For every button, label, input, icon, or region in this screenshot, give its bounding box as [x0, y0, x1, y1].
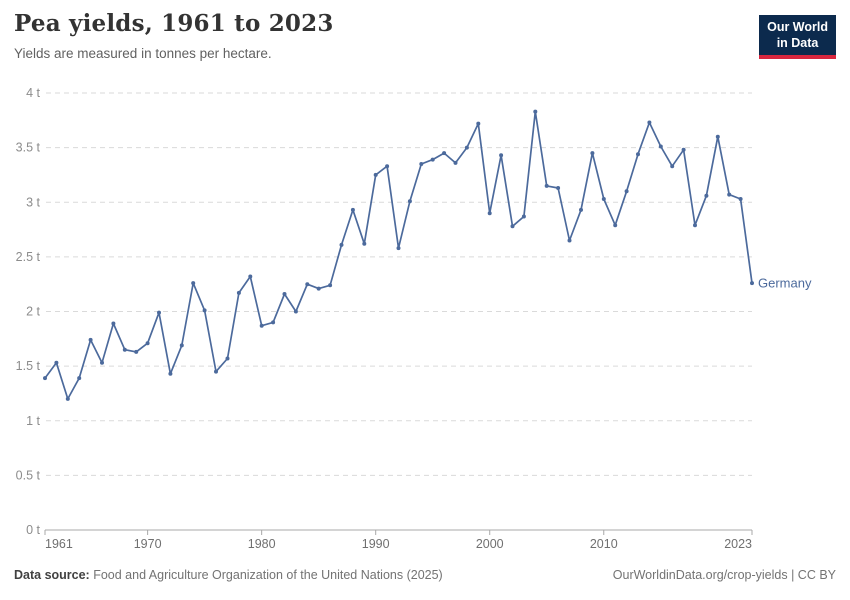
data-point[interactable] [579, 207, 583, 212]
data-point[interactable] [350, 207, 355, 212]
data-point[interactable] [122, 347, 127, 352]
y-axis-tick-label: 2 t [26, 305, 40, 319]
data-point[interactable] [282, 292, 287, 296]
data-point[interactable] [236, 290, 241, 295]
chart-header: Pea yields, 1961 to 2023 Yields are meas… [14, 10, 836, 61]
x-axis-tick-label: 1990 [362, 537, 390, 551]
data-point[interactable] [305, 282, 310, 287]
owid-logo-line1: Our World [767, 20, 828, 34]
data-point[interactable] [328, 283, 333, 288]
data-point[interactable] [750, 281, 754, 286]
data-point[interactable] [510, 224, 515, 229]
data-point[interactable] [396, 246, 401, 251]
data-point[interactable] [214, 369, 218, 374]
data-point[interactable] [54, 360, 59, 365]
data-point[interactable] [111, 321, 116, 326]
data-point[interactable] [271, 320, 276, 325]
data-source-note: Data source: Food and Agriculture Organi… [14, 568, 443, 582]
data-point[interactable] [624, 189, 629, 194]
data-point[interactable] [601, 197, 606, 201]
data-point[interactable] [681, 147, 686, 152]
data-point[interactable] [362, 241, 367, 246]
data-point[interactable] [259, 323, 264, 328]
y-axis-tick-label: 3 t [26, 195, 40, 209]
series-line-germany[interactable] [44, 110, 753, 400]
data-point[interactable] [77, 376, 82, 381]
y-axis-tick-label: 1.5 t [16, 359, 41, 373]
data-point[interactable] [430, 157, 435, 162]
y-axis-tick-label: 0.5 t [16, 468, 41, 482]
data-point[interactable] [464, 145, 469, 150]
series-end-label: Germany [758, 276, 812, 291]
data-point[interactable] [225, 356, 230, 361]
data-point[interactable] [293, 309, 298, 314]
x-axis-tick-label: 2000 [476, 537, 504, 551]
data-point[interactable] [487, 211, 492, 216]
data-point[interactable] [556, 186, 561, 190]
data-point[interactable] [544, 183, 549, 188]
data-point[interactable] [134, 349, 139, 354]
data-point[interactable] [613, 223, 618, 228]
owid-logo-line2: in Data [776, 35, 819, 50]
y-axis-tick-label: 2.5 t [16, 250, 41, 264]
data-point[interactable] [100, 360, 104, 365]
data-point[interactable] [191, 281, 196, 286]
data-point[interactable] [715, 134, 720, 139]
data-point[interactable] [248, 274, 253, 279]
y-axis-tick-label: 0 t [26, 523, 40, 537]
data-point[interactable] [647, 120, 652, 125]
owid-logo[interactable]: Our World in Data [759, 15, 836, 60]
data-point[interactable] [704, 193, 709, 198]
data-point[interactable] [499, 153, 504, 158]
chart-subtitle: Yields are measured in tonnes per hectar… [14, 46, 272, 61]
data-point[interactable] [658, 144, 663, 149]
data-point[interactable] [670, 164, 675, 169]
x-axis-tick-label: 1980 [248, 537, 276, 551]
data-point[interactable] [316, 286, 321, 291]
data-point[interactable] [339, 242, 344, 247]
data-source-text: Food and Agriculture Organization of the… [89, 568, 443, 582]
data-point[interactable] [521, 214, 526, 219]
data-point[interactable] [202, 308, 207, 313]
data-point[interactable] [590, 151, 595, 156]
owid-url-license[interactable]: OurWorldinData.org/crop-yields | CC BY [612, 568, 836, 582]
data-point[interactable] [145, 341, 150, 346]
data-point[interactable] [65, 396, 70, 401]
page-title: Pea yields, 1961 to 2023 [14, 10, 334, 37]
data-point[interactable] [179, 343, 184, 348]
data-point[interactable] [727, 192, 732, 197]
data-point[interactable] [157, 310, 161, 315]
data-point[interactable] [453, 160, 458, 165]
data-point[interactable] [43, 376, 47, 381]
data-point[interactable] [567, 238, 572, 243]
data-point[interactable] [738, 197, 743, 201]
y-axis-tick-label: 3.5 t [16, 141, 41, 155]
chart-footer: Data source: Food and Agriculture Organi… [14, 568, 836, 582]
data-point[interactable] [693, 223, 697, 228]
data-point[interactable] [88, 337, 93, 342]
data-point[interactable] [533, 109, 538, 114]
data-point[interactable] [636, 152, 640, 157]
x-axis-tick-label: 2010 [590, 537, 618, 551]
data-point[interactable] [385, 164, 390, 169]
data-point[interactable] [407, 199, 412, 204]
data-point[interactable] [442, 151, 447, 156]
data-point[interactable] [419, 162, 424, 166]
x-axis-tick-label: 2023 [724, 537, 752, 551]
data-source-label: Data source: [14, 568, 90, 582]
data-point[interactable] [168, 371, 173, 376]
y-axis-tick-label: 4 t [26, 86, 40, 100]
x-axis-tick-label: 1961 [45, 537, 73, 551]
data-point[interactable] [476, 121, 481, 126]
y-axis-tick-label: 1 t [26, 414, 40, 428]
data-point[interactable] [373, 172, 378, 177]
x-axis-tick-label: 1970 [134, 537, 162, 551]
